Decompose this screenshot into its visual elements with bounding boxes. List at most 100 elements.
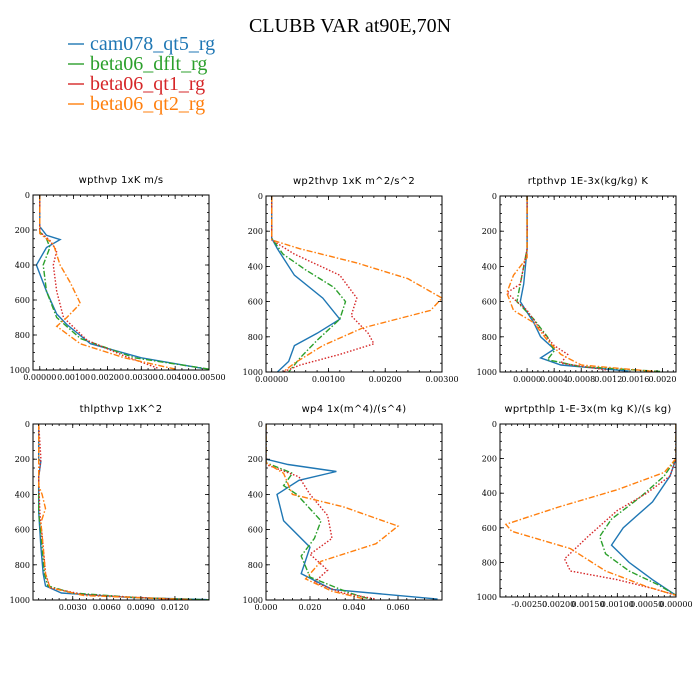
y-tick-label: 200 (15, 226, 30, 235)
series-group (505, 196, 663, 372)
y-tick-label: 400 (248, 262, 263, 271)
legend-label: beta06_qt1_rg (90, 73, 205, 95)
series-line-beta06_qt2_rg (506, 196, 656, 372)
x-tick-label: 0.0012 (594, 375, 622, 384)
x-tick-label: 0.00300 (125, 373, 158, 382)
series-line-beta06_qt1_rg (39, 195, 159, 369)
y-tick-label: 800 (482, 558, 497, 567)
series-line-cam078_qt5_rg (519, 196, 629, 372)
y-tick-label: 400 (482, 489, 497, 498)
x-tick-label: 0.000 (255, 603, 278, 612)
series-line-beta06_qt1_rg (266, 424, 377, 600)
series-line-beta06_qt1_rg (505, 196, 609, 371)
y-tick-label: 600 (482, 298, 497, 307)
axis-frame (32, 194, 210, 371)
series-line-beta06_qt2_rg (39, 195, 176, 370)
y-tick-label: 0 (258, 420, 263, 429)
chart-panel: wp2thvp 1xK m^2/s^2020040060080010000.00… (243, 176, 459, 384)
series-group (37, 424, 209, 600)
chart-panel: thlpthvp 1xK^2 0 200 400 600 800 1000 0.0030 0.0… (10, 404, 210, 612)
x-tick-label: 0.00400 (159, 373, 192, 382)
legend: cam078_qt5_rgbeta06_dflt_rgbeta06_qt1_rg… (68, 33, 215, 115)
x-tick-label: 0.00100 (601, 600, 634, 609)
x-tick-label: 0.0030 (59, 603, 87, 612)
panel-title: thlpthvp 1xK^2 (80, 404, 163, 415)
y-tick-label: 0 (492, 192, 497, 201)
series-line-beta06_dflt_rg (271, 196, 347, 372)
x-tick-label: 0.00500 (192, 373, 225, 382)
legend-entry: beta06_qt2_rg (68, 93, 205, 115)
series-group (266, 424, 438, 600)
x-tick-label: 0.020 (299, 603, 322, 612)
y-tick-label: 1000 (243, 596, 263, 605)
series-line-cam078_qt5_rg (266, 424, 438, 600)
series-line-beta06_qt1_rg (563, 424, 676, 596)
x-tick-label: 0.00200 (369, 375, 402, 384)
series-line-cam078_qt5_rg (35, 195, 203, 369)
x-tick-label: 0.00200 (542, 600, 575, 609)
series-line-cam078_qt5_rg (271, 196, 341, 372)
y-tick-label: 600 (15, 526, 30, 535)
series-line-beta06_dflt_rg (266, 424, 372, 600)
series-line-cam078_qt5_rg (610, 424, 676, 596)
chart-panel: wprtpthlp 1-E-3x(m kg K)/(s kg) 0 200 400 60… (477, 404, 693, 609)
panel-title: wpthvp 1xK m/s (79, 175, 164, 186)
panel-title: wprtpthlp 1-E-3x(m kg K)/(s kg) (504, 404, 671, 415)
x-tick-label: 0.0090 (127, 603, 155, 612)
x-tick-label: 0.060 (387, 603, 410, 612)
axis-frame (265, 195, 443, 373)
series-line-beta06_qt1_rg (37, 424, 175, 600)
x-tick-label: 0.0016 (621, 375, 649, 384)
y-tick-label: 400 (248, 490, 263, 499)
axis-frame (32, 423, 210, 601)
y-tick-label: 600 (248, 526, 263, 535)
chart-panel: rtpthvp 1E-3x(kg/kg) K 0 200 400 600 800 1000 0… (477, 176, 677, 384)
series-line-beta06_qt2_rg (38, 424, 193, 600)
x-tick-label: 0.00150 (571, 600, 604, 609)
y-tick-label: 200 (248, 455, 263, 464)
y-tick-label: 800 (15, 561, 30, 570)
y-tick-label: 1000 (243, 368, 263, 377)
axis-frame (499, 423, 677, 598)
x-tick-label: 0.00100 (57, 373, 90, 382)
y-tick-label: 200 (482, 227, 497, 236)
legend-entry: cam078_qt5_rg (68, 33, 215, 55)
series-line-beta06_qt2_rg (266, 424, 400, 600)
x-tick-label: 0.00200 (91, 373, 124, 382)
x-tick-label: 0.0060 (93, 603, 121, 612)
x-tick-label: 0.00000 (23, 373, 56, 382)
series-line-beta06_qt1_rg (271, 196, 375, 372)
panel-title: rtpthvp 1E-3x(kg/kg) K (528, 176, 649, 187)
x-tick-label: 0.00000 (255, 375, 288, 384)
y-tick-label: 200 (482, 455, 497, 464)
x-tick-label: 0.0000 (513, 375, 541, 384)
y-tick-label: 600 (248, 298, 263, 307)
series-line-beta06_qt2_rg (271, 196, 442, 372)
y-tick-label: 800 (248, 561, 263, 570)
series-group (35, 195, 209, 370)
y-tick-label: 200 (248, 227, 263, 236)
y-tick-label: 600 (15, 296, 30, 305)
x-tick-label: -0.00250 (511, 600, 547, 609)
series-line-beta06_dflt_rg (516, 196, 663, 372)
y-tick-label: 1000 (10, 596, 30, 605)
x-tick-label: 0.00300 (425, 375, 458, 384)
legend-label: beta06_dflt_rg (90, 53, 207, 75)
legend-entry: beta06_dflt_rg (68, 53, 207, 75)
y-tick-label: 200 (15, 455, 30, 464)
y-tick-label: 0 (258, 192, 263, 201)
legend-label: beta06_qt2_rg (90, 93, 205, 115)
series-line-beta06_dflt_rg (39, 195, 209, 370)
legend-entry: beta06_qt1_rg (68, 73, 205, 95)
x-tick-label: 0.0008 (567, 375, 595, 384)
series-group (504, 424, 676, 596)
y-tick-label: 600 (482, 524, 497, 533)
axis-frame (265, 423, 443, 601)
x-tick-label: 0.0020 (648, 375, 676, 384)
series-line-cam078_qt5_rg (38, 424, 207, 600)
y-tick-label: 1000 (10, 366, 30, 375)
panel-title: wp4 1x(m^4)/(s^4) (302, 404, 407, 415)
